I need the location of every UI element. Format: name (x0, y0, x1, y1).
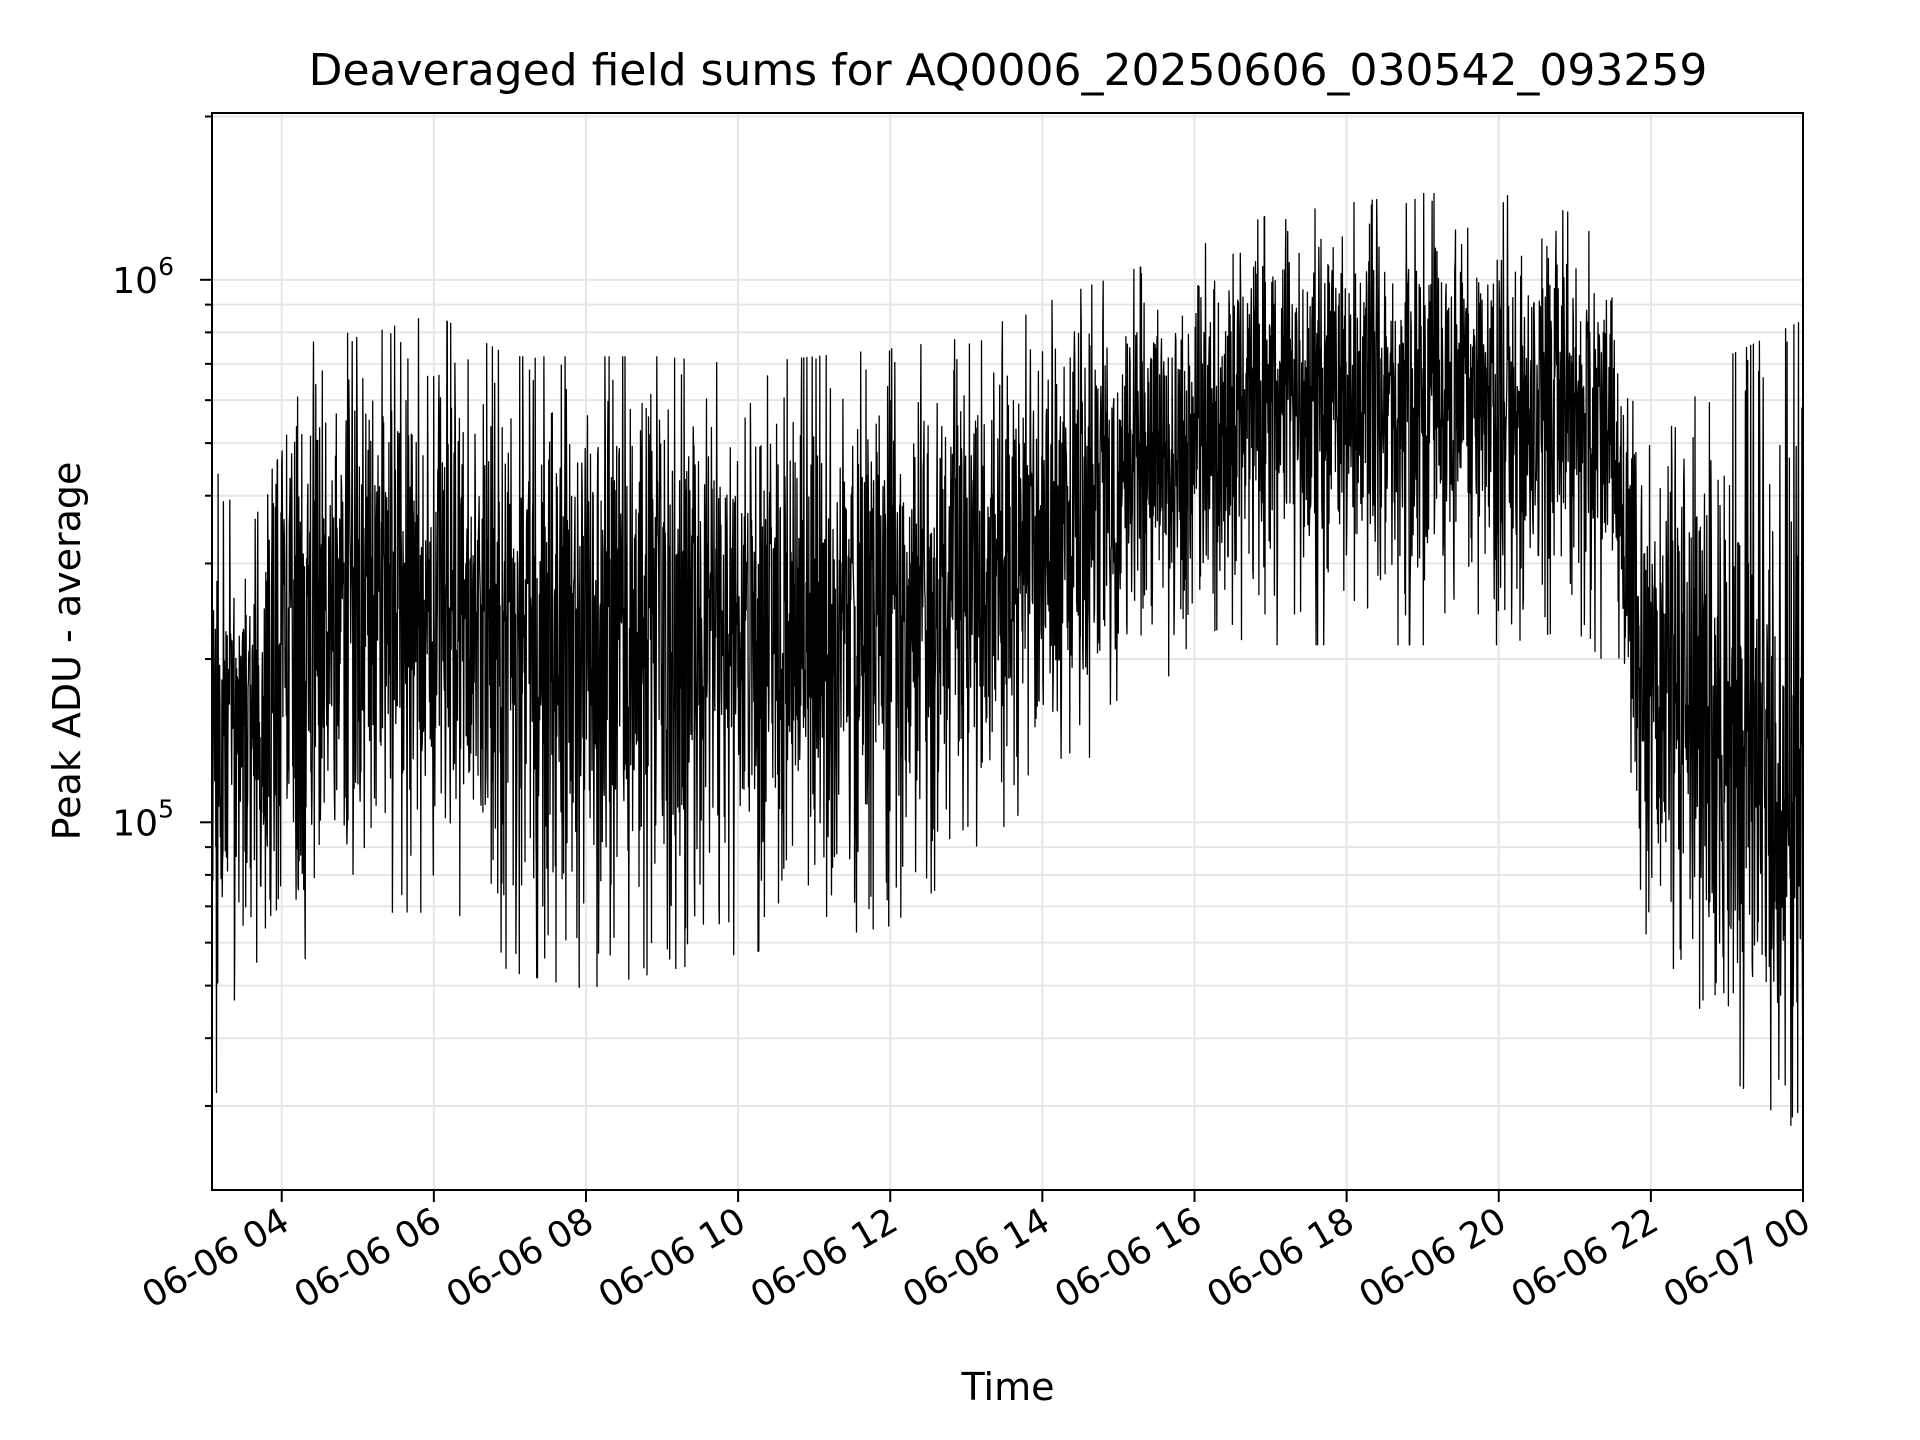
y-tick-label: 106 (112, 252, 174, 302)
y-tick-label-base: 10 (112, 803, 158, 844)
y-tick-label: 105 (112, 794, 174, 844)
y-axis-label: Peak ADU - average (45, 462, 89, 841)
x-tick-label: 06-06 20 (1353, 1200, 1514, 1316)
x-tick-label: 06-06 04 (136, 1200, 297, 1316)
x-tick-label: 06-06 16 (1048, 1200, 1209, 1316)
x-tick-label: 06-06 06 (288, 1200, 449, 1316)
x-tick-label: 06-06 22 (1505, 1200, 1666, 1316)
x-tick-label: 06-06 10 (592, 1200, 753, 1316)
y-tick-label-base: 10 (112, 261, 158, 302)
plot-area (211, 112, 1804, 1191)
chart-title: Deaveraged field sums for AQ0006_2025060… (309, 45, 1708, 96)
data-trace (211, 192, 1804, 1135)
x-tick-label: 06-06 18 (1200, 1200, 1361, 1316)
x-tick-label: 06-06 14 (896, 1200, 1057, 1316)
plot-frame (211, 112, 1804, 1191)
x-axis-label: Time (961, 1365, 1055, 1409)
x-tick-label: 06-06 12 (744, 1200, 905, 1316)
y-tick-label-exponent: 5 (158, 794, 174, 823)
x-tick-label: 06-06 08 (440, 1200, 601, 1316)
x-tick-label: 06-07 00 (1657, 1200, 1818, 1316)
y-tick-label-exponent: 6 (158, 252, 174, 281)
series-line (211, 192, 1804, 1135)
